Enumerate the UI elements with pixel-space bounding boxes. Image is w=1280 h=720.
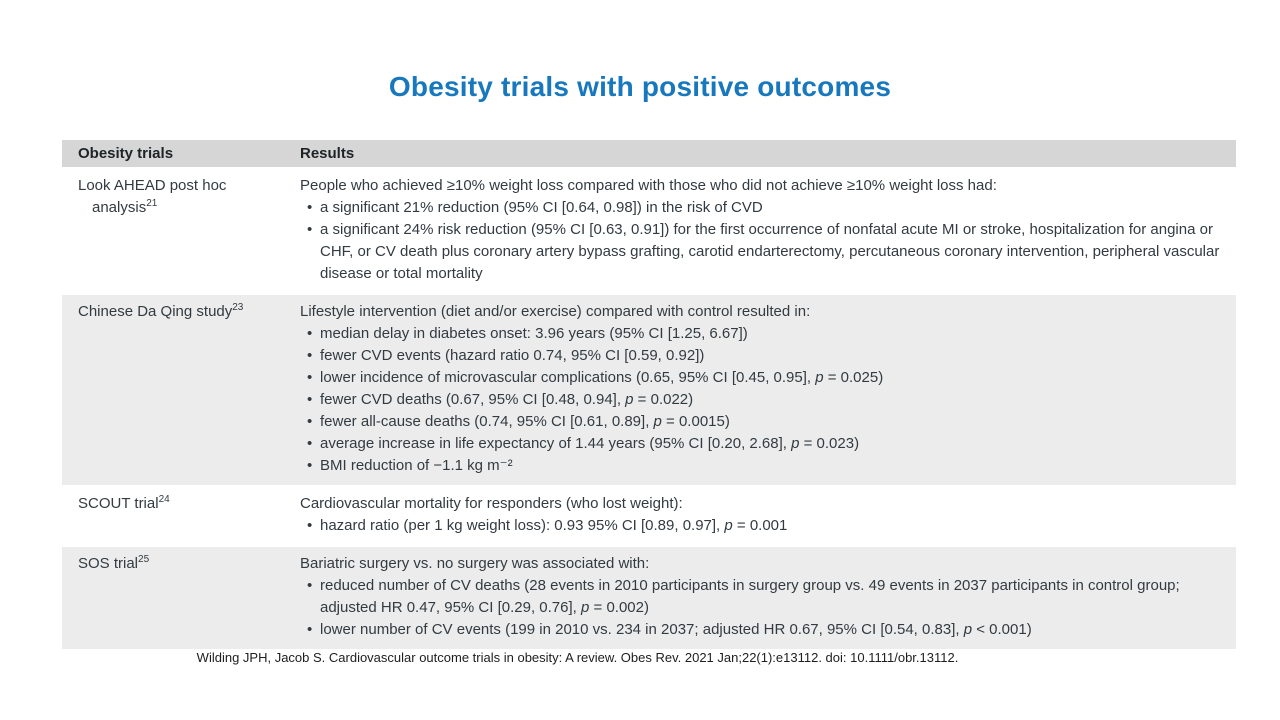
trial-name-cell: SOS trial25 [62,546,300,650]
result-bullet: median delay in diabetes onset: 3.96 yea… [307,323,1228,345]
trial-name-line: Look AHEAD post hoc [78,177,227,194]
table-header: Obesity trials Results [62,140,1236,168]
trial-name-line: Chinese Da Qing study23 [78,302,244,321]
result-intro: Cardiovascular mortality for responders … [300,495,683,512]
results-cell: Cardiovascular mortality for responders … [300,486,1236,546]
column-header-results: Results [300,140,1236,168]
result-bullet: hazard ratio (per 1 kg weight loss): 0.9… [307,515,1228,537]
trials-table-body: Look AHEAD post hoc analysis21 People who … [62,168,1236,650]
reference-superscript: 24 [158,494,170,505]
result-bullet-list: a significant 21% reduction (95% CI [0.6… [300,197,1228,285]
trial-name-line: analysis21 [92,198,158,217]
citation-container: Wilding JPH, Jacob S. Cardiovascular out… [0,649,1155,667]
result-bullet: lower incidence of microvascular complic… [307,367,1228,389]
trial-name-line: SCOUT trial24 [78,494,170,513]
reference-superscript: 21 [146,198,158,209]
citation-text: Wilding JPH, Jacob S. Cardiovascular out… [196,650,959,665]
table-row: Look AHEAD post hoc analysis21 People who … [62,168,1236,294]
result-bullet: fewer CVD events (hazard ratio 0.74, 95%… [307,345,1228,367]
trial-name-cell: Look AHEAD post hoc analysis21 [62,168,300,294]
results-cell: Bariatric surgery vs. no surgery was ass… [300,546,1236,650]
result-bullet: lower number of CV events (199 in 2010 v… [307,619,1228,641]
result-bullet: fewer all-cause deaths (0.74, 95% CI [0.… [307,411,1228,433]
reference-superscript: 25 [138,554,150,565]
column-header-obesity-trials: Obesity trials [62,140,300,168]
result-bullet-list: reduced number of CV deaths (28 events i… [300,575,1228,641]
result-bullet-list: median delay in diabetes onset: 3.96 yea… [300,323,1228,477]
trial-name-line: SOS trial25 [78,554,150,573]
table-row: SCOUT trial24 Cardiovascular mortality fo… [62,486,1236,546]
result-bullet: average increase in life expectancy of 1… [307,433,1228,455]
result-bullet: reduced number of CV deaths (28 events i… [307,575,1228,619]
result-intro: Bariatric surgery vs. no surgery was ass… [300,555,650,572]
table-row: SOS trial25 Bariatric surgery vs. no surg… [62,546,1236,650]
result-bullet: a significant 24% risk reduction (95% CI… [307,219,1228,285]
trials-table: Obesity trials Results Look AHEAD post h… [62,140,1236,651]
slide-title: Obesity trials with positive outcomes [388,71,892,102]
result-bullet: fewer CVD deaths (0.67, 95% CI [0.48, 0.… [307,389,1228,411]
result-intro: People who achieved ≥10% weight loss com… [300,177,997,194]
result-bullet-list: hazard ratio (per 1 kg weight loss): 0.9… [300,515,1228,537]
result-intro: Lifestyle intervention (diet and/or exer… [300,303,811,320]
result-bullet: a significant 21% reduction (95% CI [0.6… [307,197,1228,219]
results-cell: People who achieved ≥10% weight loss com… [300,168,1236,294]
reference-superscript: 23 [232,302,244,313]
trial-name-cell: Chinese Da Qing study23 [62,294,300,486]
trial-name-cell: SCOUT trial24 [62,486,300,546]
result-bullet: BMI reduction of −1.1 kg m⁻² [307,455,1228,477]
results-cell: Lifestyle intervention (diet and/or exer… [300,294,1236,486]
table-header-row: Obesity trials Results [62,140,1236,168]
table-row: Chinese Da Qing study23 Lifestyle interve… [62,294,1236,486]
